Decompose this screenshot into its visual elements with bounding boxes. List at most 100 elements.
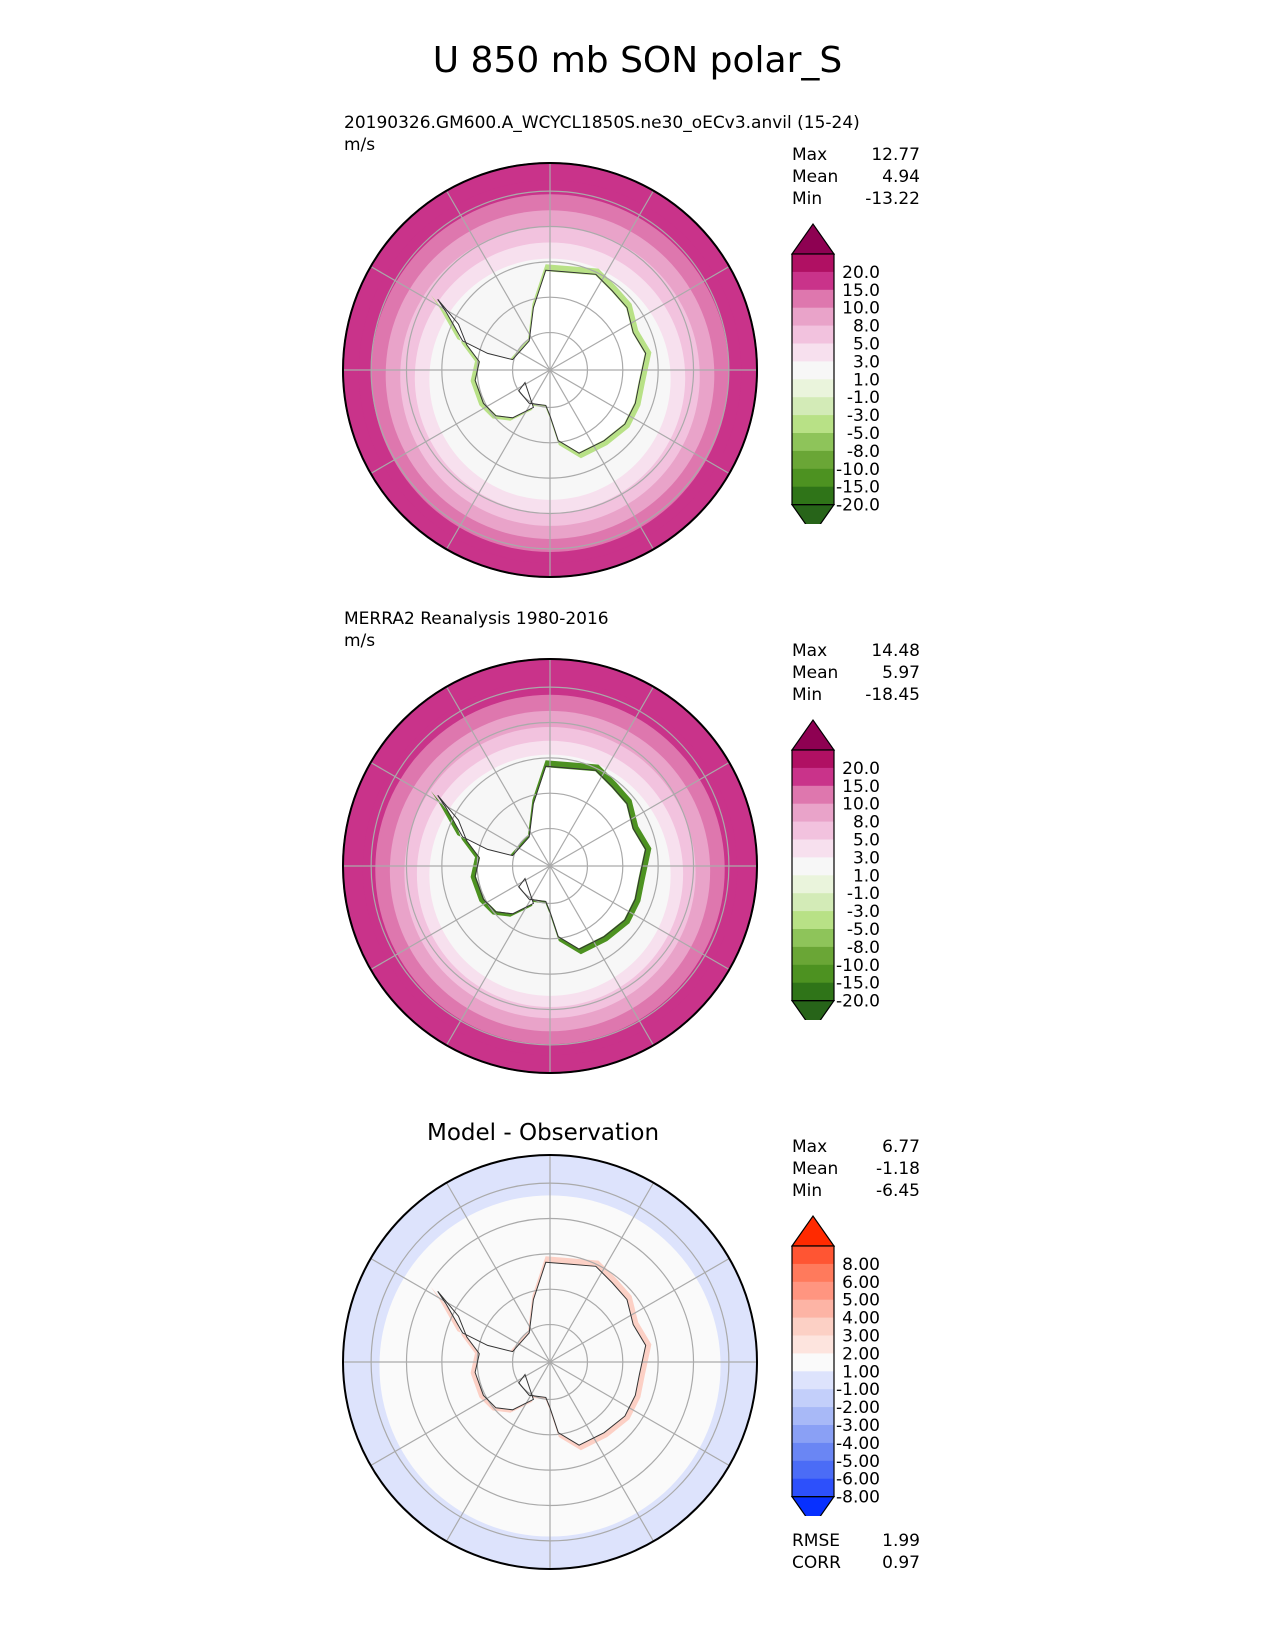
panel3-max: 6.77	[882, 1137, 920, 1157]
meridian-gridline	[549, 865, 655, 1047]
panel3-mean: -1.18	[876, 1159, 920, 1179]
panel3-metrics: RMSE 1.99 CORR 0.97	[792, 1530, 920, 1574]
colorbar-tick-label: -5.00	[836, 1452, 880, 1472]
colorbar-segment	[792, 911, 834, 930]
meridian-gridline	[549, 761, 731, 867]
colorbar-segment	[792, 1317, 834, 1336]
colorbar-tick-label: 10.0	[842, 795, 880, 815]
colorbar-tick-label: 1.00	[842, 1362, 880, 1382]
panel1-dataset-name: 20190326.GM600.A_WCYCL1850S.ne30_oECv3.a…	[344, 113, 860, 133]
stat-label: Max	[792, 145, 828, 165]
coastline	[437, 1261, 647, 1446]
colorbar-segment	[792, 254, 834, 273]
panel3-stats: Max 6.77 Mean -1.18 Min -6.45	[792, 1136, 920, 1202]
colorbar-tick-label: -1.0	[847, 884, 880, 904]
colorbar-tick-label: -10.0	[836, 460, 880, 480]
coastline	[437, 765, 647, 950]
colorbar-tick-label: 3.0	[853, 352, 880, 372]
colorbar-tick-label: 5.0	[853, 831, 880, 851]
meridian-gridline	[369, 265, 551, 371]
meridian-gridline	[369, 761, 551, 867]
stat-label: Min	[792, 1181, 823, 1201]
meridian-gridline	[369, 1257, 551, 1363]
meridian-gridline	[445, 1181, 551, 1363]
panel1-caption: 20190326.GM600.A_WCYCL1850S.ne30_oECv3.a…	[344, 112, 860, 156]
meridian-gridline	[369, 865, 551, 971]
meridian-gridline	[369, 1361, 551, 1467]
colorbar-segment	[792, 750, 834, 769]
panel3-title: Model - Observation	[427, 1120, 660, 1146]
panel2-max: 14.48	[871, 641, 920, 661]
metric-label: CORR	[792, 1553, 841, 1573]
panel1-colorbar: 20.015.010.08.05.03.01.0-1.0-3.0-5.0-8.0…	[790, 222, 880, 524]
colorbar-segment	[792, 803, 834, 823]
colorbar-tick-label: 15.0	[842, 281, 880, 301]
colorbar-tick-label: -15.0	[836, 974, 880, 994]
colorbar-segment	[792, 450, 834, 470]
meridian-gridline	[445, 369, 551, 551]
colorbar-tick-label: -20.0	[836, 496, 880, 516]
panel3-corr: 0.97	[882, 1553, 920, 1573]
colorbar-tick-label: 20.0	[842, 759, 880, 779]
colorbar-tick-label: -2.00	[836, 1398, 880, 1418]
meridian-gridline	[549, 865, 731, 971]
stat-label: Mean	[792, 663, 839, 683]
colorbar-tick-label: 5.00	[842, 1291, 880, 1311]
colorbar-tick-label: -4.00	[836, 1434, 880, 1454]
colorbar-segment	[792, 1478, 834, 1498]
stat-label: Max	[792, 641, 828, 661]
panel2-units: m/s	[344, 631, 376, 651]
colorbar-segment	[792, 325, 834, 344]
colorbar-tick-label: 1.0	[853, 370, 880, 390]
colorbar-segment	[792, 1246, 834, 1265]
colorbar-tick-label: 15.0	[842, 777, 880, 797]
stat-label: Max	[792, 1137, 828, 1157]
colorbar-segment	[792, 1425, 834, 1444]
colorbar-tick-label: -8.0	[847, 938, 880, 958]
colorbar-segment	[792, 1389, 834, 1408]
meridian-gridline	[549, 265, 731, 371]
panel2-dataset-name: MERRA2 Reanalysis 1980-2016	[344, 609, 609, 629]
meridian-gridline	[445, 865, 551, 1047]
colorbar-tick-label: -3.0	[847, 902, 880, 922]
colorbar-outline	[791, 253, 835, 506]
colorbar-tick-label: -1.00	[836, 1380, 880, 1400]
colorbar-extend-min	[790, 504, 836, 524]
continent-interior	[438, 767, 645, 949]
colorbar-extend-max	[790, 718, 836, 751]
metric-label: RMSE	[792, 1531, 841, 1551]
colorbar-tick-label: 3.0	[853, 848, 880, 868]
panel2-stats: Max 14.48 Mean 5.97 Min -18.45	[792, 640, 920, 706]
colorbar-segment	[792, 893, 834, 912]
panel2-colorbar: 20.015.010.08.05.03.01.0-1.0-3.0-5.0-8.0…	[790, 718, 880, 1020]
colorbar-tick-label: 10.0	[842, 299, 880, 319]
map-field	[342, 162, 758, 578]
panel1-min: -13.22	[865, 189, 920, 209]
colorbar-tick-label: -8.0	[847, 442, 880, 462]
meridian-gridline	[549, 1361, 655, 1543]
colorbar-extend-max	[790, 1214, 836, 1247]
colorbar-segment	[792, 397, 834, 416]
coastline	[437, 269, 647, 454]
meridian-gridline	[549, 369, 731, 475]
colorbar-tick-label: -3.0	[847, 406, 880, 426]
colorbar-segment	[792, 1335, 834, 1354]
colorbar-tick-label: 2.00	[842, 1344, 880, 1364]
meridian-gridline	[445, 189, 551, 371]
continent-interior	[437, 1262, 646, 1446]
colorbar-tick-label: -5.0	[847, 424, 880, 444]
colorbar-segment	[792, 1442, 834, 1462]
colorbar-segment	[792, 875, 834, 894]
colorbar-tick-label: -20.0	[836, 992, 880, 1012]
colorbar-segment	[792, 767, 834, 787]
colorbar-segment	[792, 271, 834, 291]
panel2-mean: 5.97	[882, 663, 920, 683]
meridian-gridline	[549, 369, 655, 551]
colorbar-segment	[792, 821, 834, 840]
colorbar-extend-min	[790, 1496, 836, 1516]
meridian-gridline	[549, 1257, 731, 1363]
colorbar-segment	[792, 1371, 834, 1390]
colorbar-segment	[792, 468, 834, 488]
panel3-colorbar: 8.006.005.004.003.002.001.00-1.00-2.00-3…	[790, 1214, 880, 1516]
stat-label: Mean	[792, 1159, 839, 1179]
